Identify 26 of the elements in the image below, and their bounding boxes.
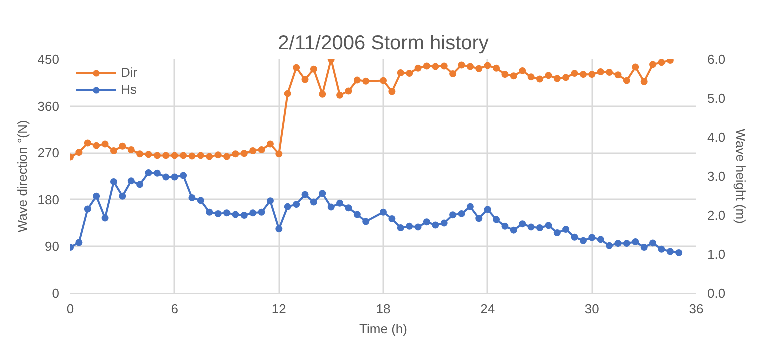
y-tick-label: 270 — [38, 146, 60, 161]
y2-tick-label: 4.0 — [708, 130, 726, 145]
x-tick-label: 12 — [272, 302, 286, 316]
y2-tick-label: 2.0 — [708, 208, 726, 223]
y2-tick-label: 3.0 — [708, 169, 726, 184]
y-tick-label: 90 — [45, 239, 60, 254]
y2-tick-label: 5.0 — [708, 91, 726, 106]
x-axis-title: Time (h) — [360, 322, 408, 336]
x-tick-label: 36 — [689, 302, 704, 316]
legend-label: Hs — [121, 82, 138, 97]
y-tick-label: 0 — [52, 286, 60, 301]
x-tick-label: 6 — [171, 302, 178, 316]
y2-tick-label: 6.0 — [708, 52, 726, 67]
y2-tick-label: 0.0 — [708, 286, 726, 301]
y-tick-label: 180 — [38, 192, 60, 208]
y-axis-title: Wave direction °(N) — [14, 120, 30, 233]
x-tick-label: 18 — [376, 302, 391, 316]
y-tick-label: 360 — [38, 98, 60, 114]
x-tick-label: 24 — [480, 302, 496, 316]
x-tick-label: 30 — [584, 302, 600, 316]
chart-title: 2/11/2006 Storm history — [278, 32, 489, 54]
x-tick-label: 0 — [66, 302, 74, 316]
y2-axis-title: Wave height (m) — [734, 129, 749, 224]
y-tick-label: 450 — [38, 52, 60, 67]
legend-label: Dir — [121, 65, 139, 80]
y2-tick-label: 1.0 — [708, 247, 726, 262]
